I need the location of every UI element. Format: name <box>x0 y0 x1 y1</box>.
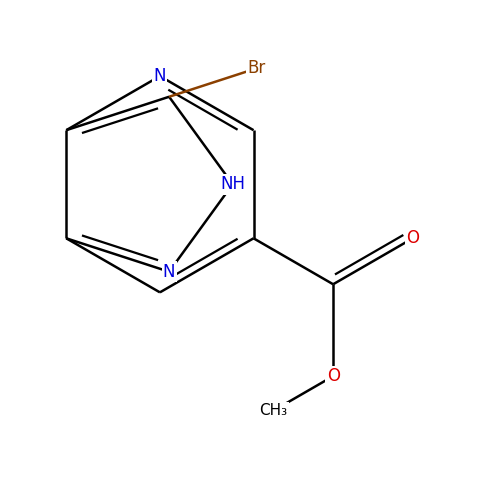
Text: O: O <box>327 367 340 385</box>
Text: N: N <box>163 262 175 281</box>
Text: CH₃: CH₃ <box>260 403 287 418</box>
Text: NH: NH <box>220 175 245 193</box>
Text: Br: Br <box>247 59 266 78</box>
Text: N: N <box>154 67 166 85</box>
Text: O: O <box>406 229 419 247</box>
